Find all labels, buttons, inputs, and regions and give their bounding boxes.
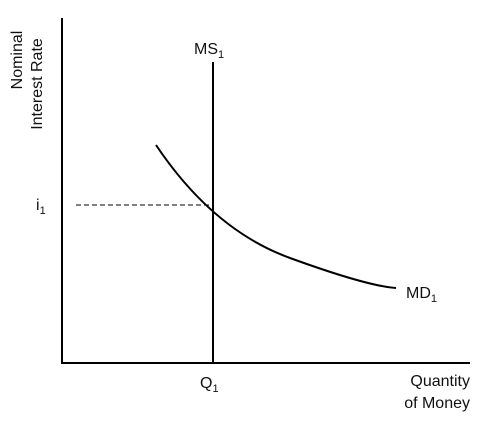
equilibrium-rate-label: i1 bbox=[36, 197, 46, 217]
equilibrium-rate-label-main: i bbox=[36, 197, 40, 214]
equilibrium-rate-label-subscript: 1 bbox=[40, 205, 46, 217]
equilibrium-quantity-label-main: Q bbox=[200, 375, 212, 392]
money-demand-label-subscript: 1 bbox=[431, 293, 437, 305]
x-axis-label-line2: of Money bbox=[404, 395, 470, 412]
x-axis-label-line1: Quantity bbox=[410, 373, 470, 390]
money-demand-label: MD1 bbox=[406, 285, 437, 305]
money-supply-label-main: MS bbox=[194, 41, 218, 58]
money-demand-curve bbox=[155, 144, 397, 289]
money-demand-label-main: MD bbox=[406, 285, 431, 302]
y-axis-label-line1: Nominal bbox=[9, 31, 26, 90]
money-supply-label-subscript: 1 bbox=[218, 49, 224, 61]
equilibrium-quantity-label: Q1 bbox=[200, 375, 219, 395]
y-axis-label-line2: Interest Rate bbox=[29, 38, 46, 130]
equilibrium-quantity-label-subscript: 1 bbox=[212, 383, 218, 395]
money-supply-label: MS1 bbox=[194, 41, 224, 61]
